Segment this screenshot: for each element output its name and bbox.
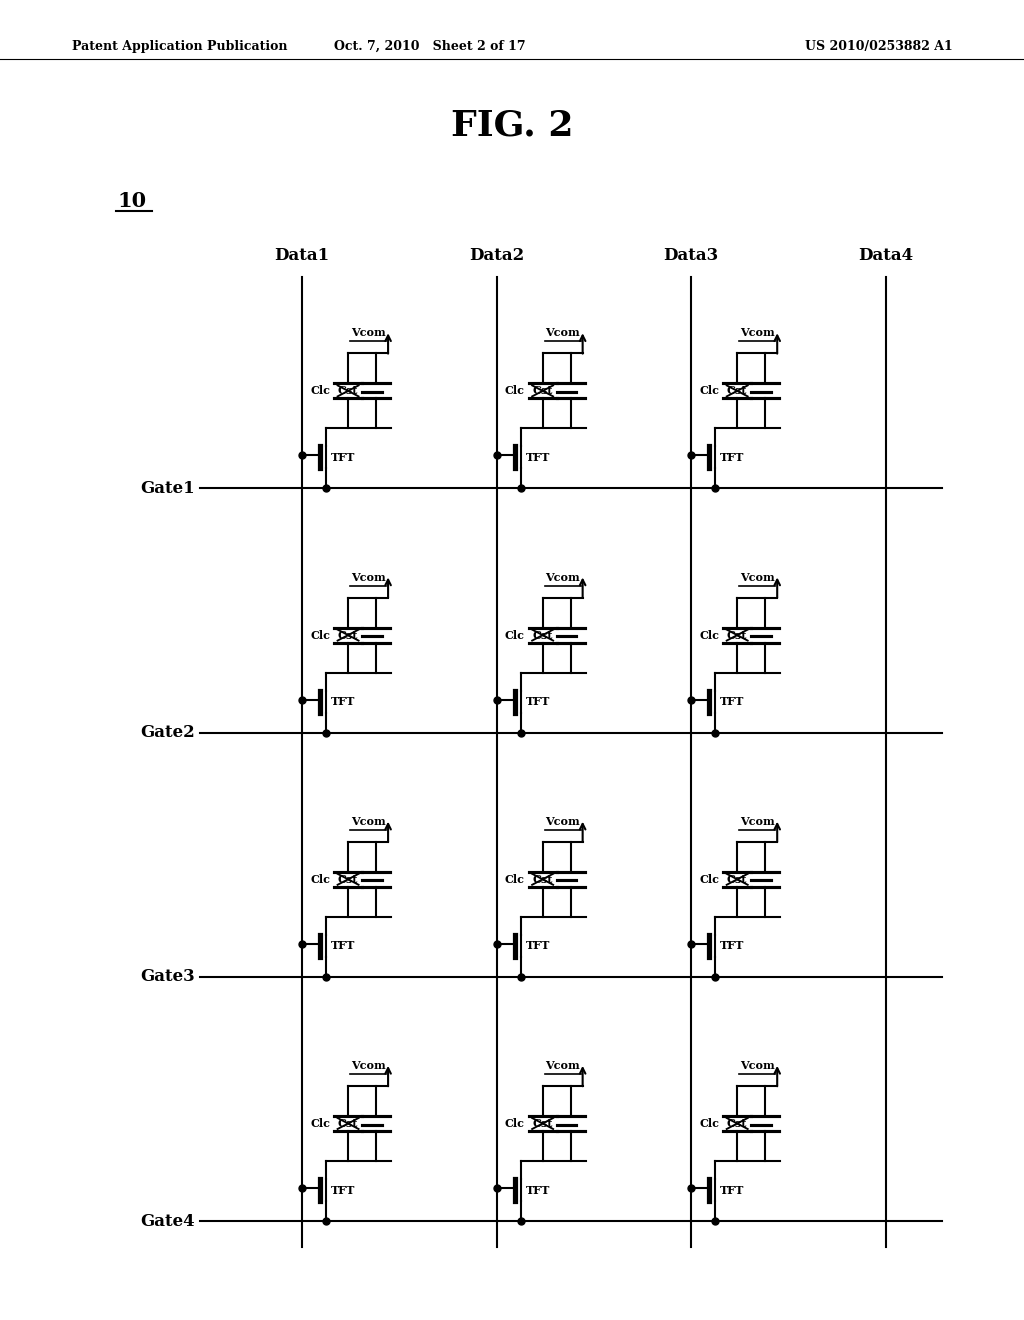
- Text: Patent Application Publication: Patent Application Publication: [72, 40, 287, 53]
- Text: Gate2: Gate2: [140, 725, 195, 741]
- Text: TFT: TFT: [525, 696, 550, 708]
- Text: Vcom: Vcom: [739, 816, 774, 826]
- Text: Clc: Clc: [310, 630, 330, 640]
- Text: Clc: Clc: [699, 874, 719, 884]
- Text: Clc: Clc: [505, 385, 524, 396]
- Text: Cst: Cst: [338, 630, 358, 640]
- Text: Cst: Cst: [532, 630, 553, 640]
- Text: TFT: TFT: [331, 451, 355, 463]
- Text: TFT: TFT: [525, 451, 550, 463]
- Text: TFT: TFT: [720, 696, 744, 708]
- Text: TFT: TFT: [525, 940, 550, 952]
- Text: TFT: TFT: [525, 1184, 550, 1196]
- Text: Cst: Cst: [532, 1118, 553, 1129]
- Text: Data1: Data1: [274, 247, 330, 264]
- Text: TFT: TFT: [720, 940, 744, 952]
- Text: Clc: Clc: [310, 385, 330, 396]
- Text: Data3: Data3: [664, 247, 719, 264]
- Text: Cst: Cst: [338, 874, 358, 884]
- Text: Cst: Cst: [727, 630, 748, 640]
- Text: Vcom: Vcom: [545, 327, 580, 338]
- Text: Clc: Clc: [699, 1118, 719, 1129]
- Text: TFT: TFT: [331, 940, 355, 952]
- Text: Cst: Cst: [532, 385, 553, 396]
- Text: 10: 10: [118, 190, 146, 211]
- Text: Vcom: Vcom: [350, 816, 385, 826]
- Text: Clc: Clc: [699, 385, 719, 396]
- Text: Data4: Data4: [858, 247, 913, 264]
- Text: Cst: Cst: [727, 1118, 748, 1129]
- Text: Vcom: Vcom: [739, 572, 774, 582]
- Text: Clc: Clc: [310, 874, 330, 884]
- Text: Gate3: Gate3: [140, 969, 195, 985]
- Text: Vcom: Vcom: [350, 572, 385, 582]
- Text: FIG. 2: FIG. 2: [451, 108, 573, 143]
- Text: Oct. 7, 2010   Sheet 2 of 17: Oct. 7, 2010 Sheet 2 of 17: [334, 40, 526, 53]
- Text: TFT: TFT: [720, 1184, 744, 1196]
- Text: TFT: TFT: [331, 1184, 355, 1196]
- Text: Vcom: Vcom: [739, 327, 774, 338]
- Text: Cst: Cst: [727, 874, 748, 884]
- Text: Vcom: Vcom: [545, 572, 580, 582]
- Text: TFT: TFT: [720, 451, 744, 463]
- Text: US 2010/0253882 A1: US 2010/0253882 A1: [805, 40, 952, 53]
- Text: Gate1: Gate1: [140, 480, 195, 496]
- Text: Gate4: Gate4: [140, 1213, 195, 1229]
- Text: Cst: Cst: [727, 385, 748, 396]
- Text: Clc: Clc: [699, 630, 719, 640]
- Text: Cst: Cst: [532, 874, 553, 884]
- Text: Vcom: Vcom: [739, 1060, 774, 1071]
- Text: Cst: Cst: [338, 1118, 358, 1129]
- Text: Data2: Data2: [469, 247, 524, 264]
- Text: Vcom: Vcom: [350, 1060, 385, 1071]
- Text: Clc: Clc: [310, 1118, 330, 1129]
- Text: Vcom: Vcom: [545, 1060, 580, 1071]
- Text: Clc: Clc: [505, 1118, 524, 1129]
- Text: Clc: Clc: [505, 630, 524, 640]
- Text: Vcom: Vcom: [545, 816, 580, 826]
- Text: TFT: TFT: [331, 696, 355, 708]
- Text: Cst: Cst: [338, 385, 358, 396]
- Text: Vcom: Vcom: [350, 327, 385, 338]
- Text: Clc: Clc: [505, 874, 524, 884]
